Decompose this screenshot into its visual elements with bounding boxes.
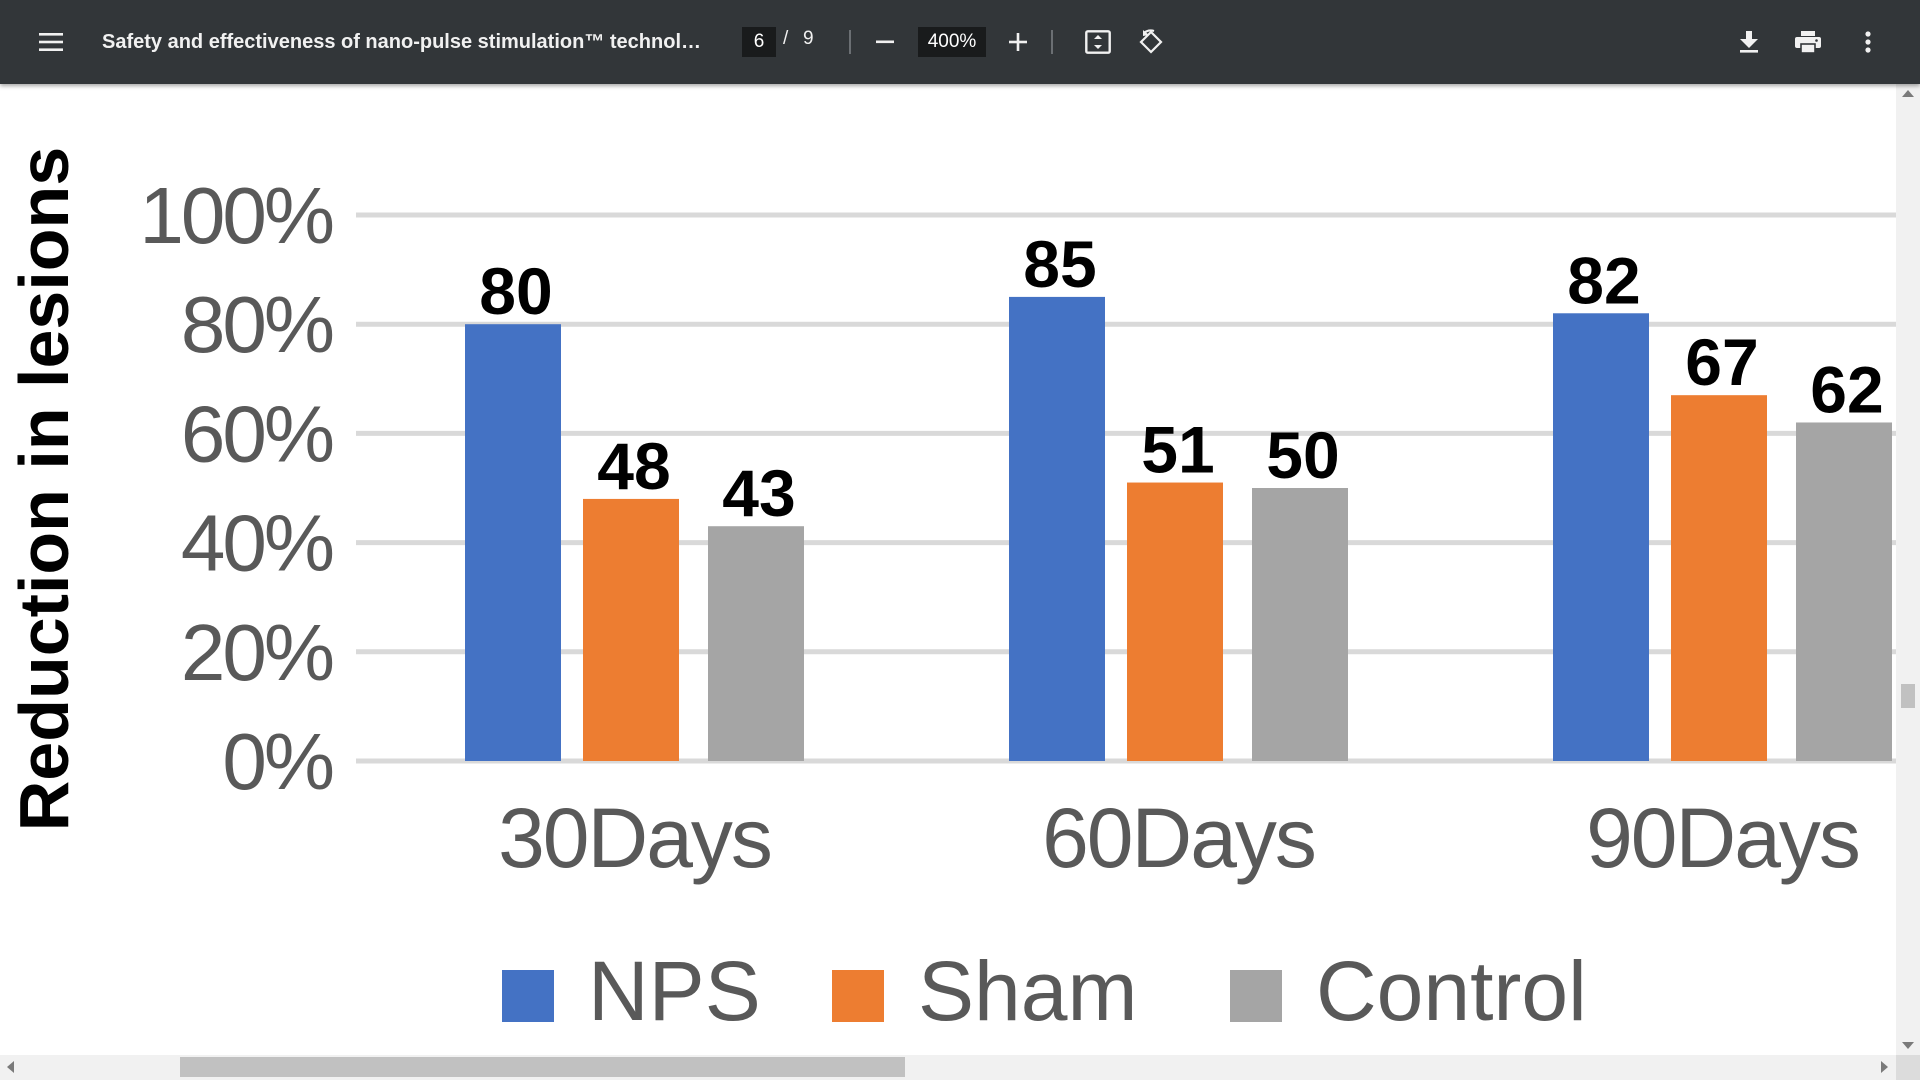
data-label: 51 xyxy=(1141,413,1214,487)
rotate-button[interactable] xyxy=(1131,22,1171,62)
y-tick-label: 40% xyxy=(181,499,333,588)
download-icon xyxy=(1739,31,1759,53)
scrollbar-corner xyxy=(1896,1055,1920,1080)
toolbar-divider xyxy=(1051,30,1053,54)
y-tick-label: 100% xyxy=(139,171,332,260)
y-axis-label: Reduction in lesions xyxy=(5,147,83,832)
print-icon xyxy=(1795,31,1821,53)
bar-control-30days xyxy=(708,526,804,761)
bar-nps-60days xyxy=(1009,296,1105,761)
legend-label: NPS xyxy=(588,944,761,1038)
plus-icon xyxy=(1009,33,1027,51)
minus-icon xyxy=(876,40,894,44)
x-category-label: 90Days xyxy=(1586,791,1859,885)
scroll-down-arrow-icon[interactable] xyxy=(1902,1042,1914,1049)
page-number-input[interactable]: 6 xyxy=(742,27,776,57)
x-category-label: 30Days xyxy=(498,791,771,885)
more-vert-icon xyxy=(1865,31,1871,53)
pdf-toolbar: Safety and effectiveness of nano-pulse s… xyxy=(0,0,1920,84)
fit-page-icon xyxy=(1085,30,1111,54)
data-label: 82 xyxy=(1567,243,1640,317)
y-tick-label: 20% xyxy=(181,608,333,697)
rotate-icon xyxy=(1138,29,1164,55)
document-title: Safety and effectiveness of nano-pulse s… xyxy=(102,31,712,53)
y-tick-label: 0% xyxy=(222,717,332,806)
legend-label: Sham xyxy=(918,944,1137,1038)
data-label: 85 xyxy=(1023,227,1096,301)
zoom-in-button[interactable] xyxy=(1000,24,1036,60)
bar-control-60days xyxy=(1252,488,1348,761)
more-options-button[interactable] xyxy=(1850,22,1886,62)
horizontal-scrollbar[interactable] xyxy=(0,1055,1896,1080)
y-tick-label: 80% xyxy=(181,280,333,369)
bar-nps-30days xyxy=(465,324,561,761)
scroll-left-arrow-icon[interactable] xyxy=(7,1061,14,1073)
download-button[interactable] xyxy=(1729,22,1769,62)
zoom-level-input[interactable]: 400% xyxy=(918,27,986,57)
fit-to-page-button[interactable] xyxy=(1078,22,1118,62)
legend-swatch-nps xyxy=(502,970,554,1022)
bar-control-90days xyxy=(1796,422,1892,761)
pdf-page-view[interactable]: 0% 20% 40% 60% 80% 100% Reduction in lesions 80… xyxy=(0,84,1896,1055)
bar-nps-90days xyxy=(1553,313,1649,761)
y-tick-label: 60% xyxy=(181,389,333,478)
x-category-label: 60Days xyxy=(1042,791,1315,885)
bar-sham-30days xyxy=(583,498,679,761)
legend-label: Control xyxy=(1316,944,1587,1038)
bar-sham-60days xyxy=(1127,482,1223,761)
vertical-scroll-thumb[interactable] xyxy=(1901,684,1915,708)
data-label: 50 xyxy=(1266,418,1339,492)
data-label: 80 xyxy=(479,254,552,328)
scroll-up-arrow-icon[interactable] xyxy=(1902,90,1914,97)
data-label: 62 xyxy=(1810,352,1883,426)
data-label: 48 xyxy=(597,429,670,503)
zoom-out-button[interactable] xyxy=(868,24,902,60)
vertical-scrollbar[interactable] xyxy=(1896,84,1920,1055)
bar-chart: 0% 20% 40% 60% 80% 100% Reduction in lesions 80… xyxy=(5,147,1896,1038)
legend-swatch-control xyxy=(1230,970,1282,1022)
legend-swatch-sham xyxy=(832,970,884,1022)
data-label: 43 xyxy=(722,456,795,530)
toolbar-divider xyxy=(849,30,851,54)
print-button[interactable] xyxy=(1788,22,1828,62)
menu-icon[interactable] xyxy=(29,22,73,62)
data-label: 67 xyxy=(1685,325,1758,399)
scroll-right-arrow-icon[interactable] xyxy=(1881,1061,1888,1073)
horizontal-scroll-thumb[interactable] xyxy=(180,1057,905,1077)
page-total: 9 xyxy=(803,28,814,49)
bar-sham-90days xyxy=(1671,395,1767,761)
page-separator: / xyxy=(783,28,789,49)
